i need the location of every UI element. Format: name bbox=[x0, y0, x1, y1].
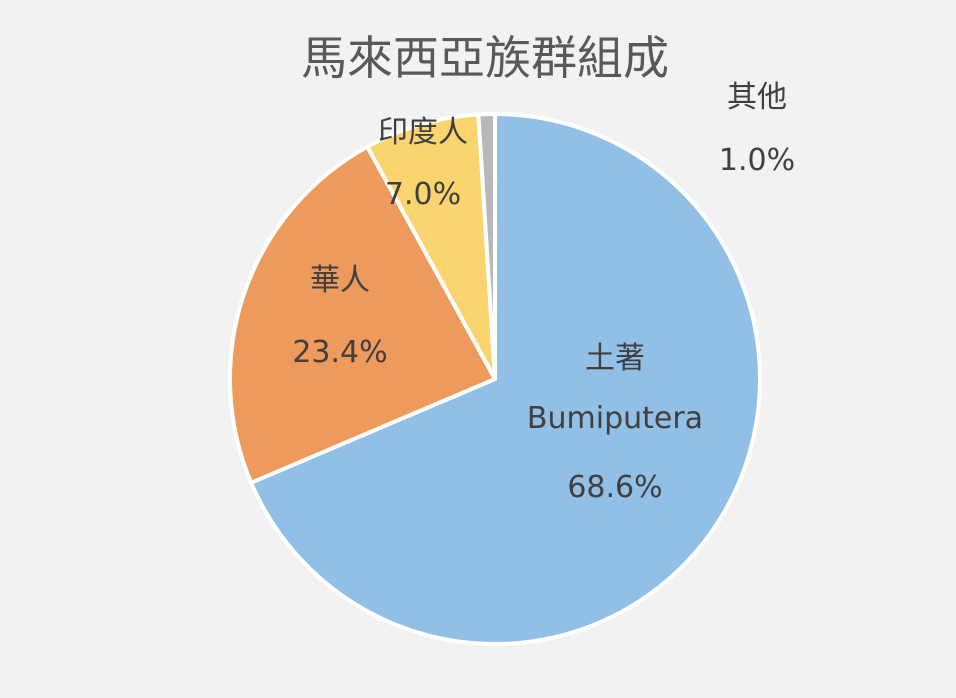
slice-label-bumiputera-name: 土著 bbox=[585, 341, 645, 376]
pie-slices bbox=[228, 111, 763, 646]
pie-slice-bumiputera bbox=[249, 112, 763, 646]
pie-slice-others bbox=[476, 111, 497, 381]
slice-label-others-value: 1.0% bbox=[719, 143, 795, 178]
slice-label-bumiputera-name2: Bumiputera bbox=[527, 401, 703, 436]
slice-label-chinese-name: 華人 bbox=[310, 263, 370, 298]
slice-label-indian-value: 7.0% bbox=[385, 177, 461, 212]
slice-label-bumiputera-value: 68.6% bbox=[567, 470, 662, 505]
pie-slice-chinese bbox=[228, 144, 497, 485]
slice-label-indian-name: 印度人 bbox=[378, 115, 468, 150]
slice-label-others-name: 其他 bbox=[727, 80, 787, 115]
chart-title: 馬來西亞族群組成 bbox=[301, 31, 669, 85]
pie-slice-indian bbox=[365, 112, 497, 381]
slice-label-chinese-value: 23.4% bbox=[292, 335, 387, 370]
